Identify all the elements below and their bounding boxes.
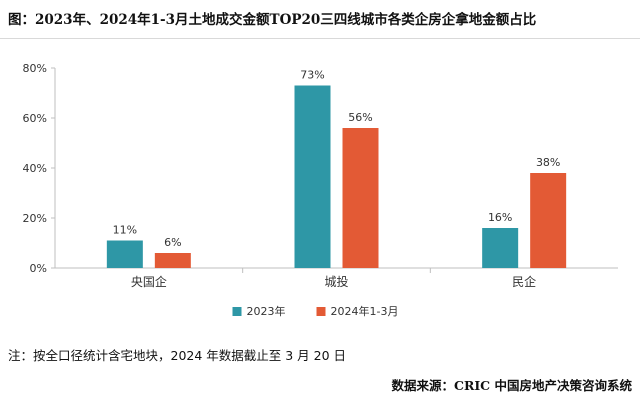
bar	[294, 85, 331, 268]
data-label: 56%	[348, 111, 372, 124]
y-tick-label: 20%	[23, 212, 47, 225]
footnote: 注：按全口径统计含宅地块，2024 年数据截止至 3 月 20 日	[8, 348, 347, 363]
bar	[530, 173, 567, 268]
data-label: 11%	[113, 224, 137, 237]
bar	[106, 240, 143, 268]
y-tick-label: 80%	[23, 62, 47, 75]
y-tick-label: 0%	[30, 262, 47, 275]
data-source: 数据来源：CRIC 中国房地产决策咨询系统	[391, 378, 633, 393]
legend-label: 2024年1-3月	[331, 304, 399, 318]
y-tick-label: 40%	[23, 162, 47, 175]
category-label: 民企	[512, 274, 536, 289]
y-tick-label: 60%	[23, 112, 47, 125]
bar	[154, 253, 191, 268]
legend-swatch	[232, 307, 242, 316]
legend-swatch	[316, 307, 326, 316]
bar	[482, 228, 519, 268]
data-label: 16%	[488, 211, 512, 224]
category-label: 城投	[324, 274, 348, 289]
title-divider	[0, 38, 640, 39]
category-label: 央国企	[131, 274, 167, 289]
chart-title: 图：2023年、2024年1-3月土地成交金额TOP20三四线城市各类企房企拿地…	[8, 12, 537, 28]
legend-label: 2023年	[247, 304, 286, 318]
bar-chart: 0% 20% 40% 60% 80% 11% 6% 央国企 73% 56% 城投 16% 38% 民企 20…	[23, 62, 618, 318]
bar	[342, 128, 379, 268]
data-label: 38%	[536, 156, 560, 169]
data-label: 73%	[300, 69, 324, 82]
data-label: 6%	[164, 236, 181, 249]
